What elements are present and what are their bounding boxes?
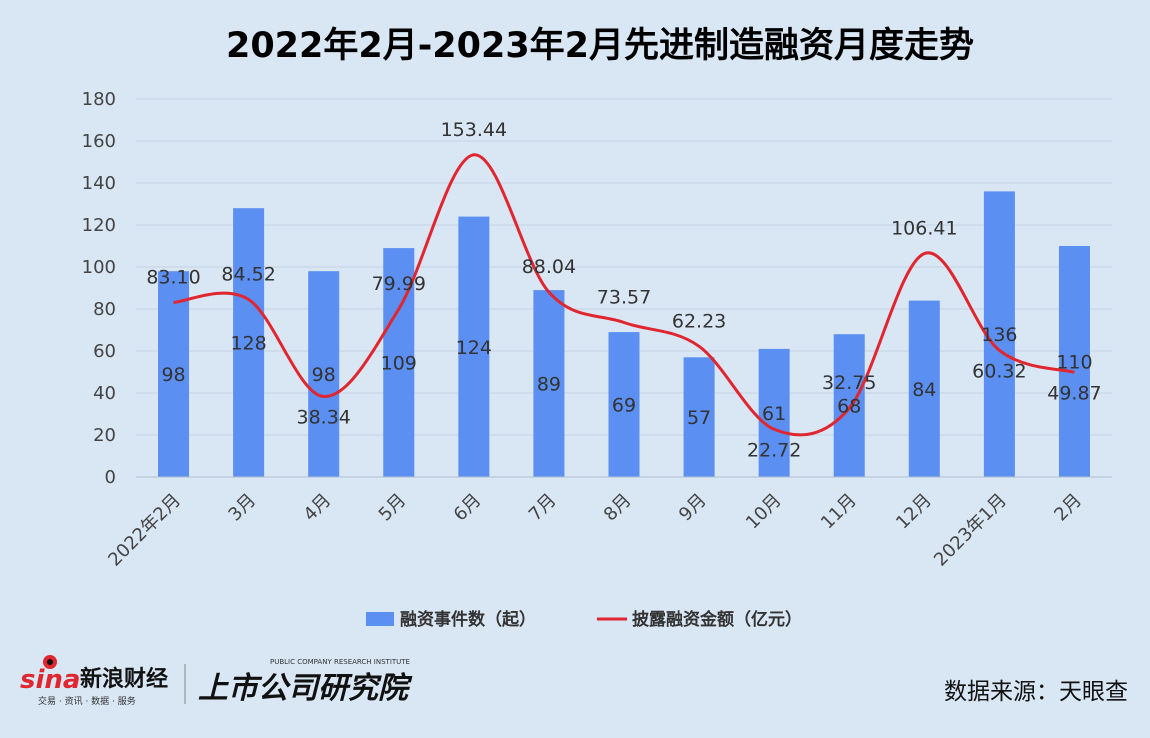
x-tick-label: 11月 bbox=[817, 490, 861, 534]
footer-logos: sina 新浪财经 交易 · 资讯 · 数据 · 服务 PUBLIC COMPA… bbox=[20, 655, 413, 707]
x-tick-label: 9月 bbox=[675, 490, 711, 526]
bar bbox=[308, 271, 340, 477]
line-data-label: 22.72 bbox=[747, 439, 801, 461]
x-tick-label: 7月 bbox=[525, 490, 561, 526]
line-data-label: 153.44 bbox=[441, 119, 507, 141]
bar bbox=[983, 191, 1015, 477]
bar bbox=[233, 208, 265, 477]
bar-data-label: 68 bbox=[837, 396, 861, 418]
y-tick-label: 100 bbox=[82, 257, 116, 278]
bar-data-label: 98 bbox=[161, 364, 185, 386]
bar-data-label: 89 bbox=[537, 374, 561, 396]
bar-series bbox=[158, 191, 1090, 477]
sina-eye-pupil bbox=[47, 659, 53, 665]
line-data-label: 73.57 bbox=[597, 287, 651, 309]
bar-data-label: 128 bbox=[230, 333, 266, 355]
bar bbox=[1058, 246, 1090, 477]
line-data-label: 106.41 bbox=[891, 218, 957, 240]
bar-data-label: 84 bbox=[912, 379, 936, 401]
y-tick-label: 60 bbox=[93, 341, 116, 362]
bar bbox=[833, 334, 865, 477]
legend-bar-label: 融资事件数（起） bbox=[400, 609, 536, 630]
line-series bbox=[173, 153, 1075, 437]
chart-title: 2022年2月-2023年2月先进制造融资月度走势 bbox=[226, 26, 974, 66]
line-data-label: 84.52 bbox=[221, 264, 275, 286]
line-data-label: 79.99 bbox=[372, 273, 426, 295]
sina-finance-name: 新浪财经 bbox=[80, 666, 168, 692]
bar bbox=[683, 357, 715, 477]
bar bbox=[533, 290, 565, 477]
bar-data-label: 109 bbox=[381, 353, 417, 375]
line-data-label: 60.32 bbox=[972, 360, 1026, 382]
x-tick-label: 3月 bbox=[224, 490, 260, 526]
line-path bbox=[173, 153, 1075, 437]
bar-data-labels: 98 128 98 109 124 89 69 57 61 68 84 136 110 bbox=[161, 324, 1092, 429]
line-data-label: 88.04 bbox=[522, 256, 576, 278]
line-data-label: 83.10 bbox=[146, 266, 200, 288]
data-source-label: 数据来源：天眼查 bbox=[944, 679, 1128, 705]
sina-finance-logo: sina 新浪财经 交易 · 资讯 · 数据 · 服务 bbox=[20, 655, 168, 707]
grid-lines bbox=[136, 98, 1112, 478]
legend: 融资事件数（起） 披露融资金额（亿元） bbox=[366, 609, 802, 630]
x-tick-label: 6月 bbox=[450, 490, 486, 526]
x-tick-label: 12月 bbox=[892, 490, 936, 534]
y-tick-label: 40 bbox=[93, 383, 116, 404]
x-tick-label: 2023年1月 bbox=[930, 490, 1011, 571]
bar-data-label: 110 bbox=[1056, 352, 1092, 374]
institute-english-name: PUBLIC COMPANY RESEARCH INSTITUTE bbox=[270, 658, 410, 666]
x-tick-label: 8月 bbox=[600, 490, 636, 526]
bar bbox=[458, 216, 490, 477]
bar bbox=[158, 271, 190, 477]
y-tick-label: 140 bbox=[82, 173, 116, 194]
x-tick-label: 2022年2月 bbox=[104, 490, 185, 571]
bar bbox=[758, 348, 790, 477]
x-tick-label: 2月 bbox=[1050, 490, 1086, 526]
y-tick-label: 20 bbox=[93, 425, 116, 446]
line-data-label: 32.75 bbox=[822, 372, 876, 394]
legend-line-label: 披露融资金额（亿元） bbox=[632, 609, 802, 630]
line-data-label: 62.23 bbox=[672, 310, 726, 332]
bar-data-label: 136 bbox=[981, 324, 1017, 346]
bar bbox=[608, 332, 640, 477]
line-data-label: 38.34 bbox=[296, 406, 350, 428]
institute-chinese-name: 上市公司研究院 bbox=[198, 671, 413, 706]
legend-bar-swatch bbox=[366, 612, 394, 626]
sina-wordmark: sina bbox=[20, 665, 80, 695]
institute-logo: PUBLIC COMPANY RESEARCH INSTITUTE 上市公司研究… bbox=[198, 658, 413, 706]
bar-data-label: 69 bbox=[612, 395, 636, 417]
y-tick-label: 160 bbox=[82, 131, 116, 152]
y-tick-label: 180 bbox=[82, 89, 116, 110]
y-tick-label: 0 bbox=[105, 467, 116, 488]
line-data-labels: 83.10 84.52 38.34 79.99 153.44 88.04 73.57 62.2… bbox=[146, 119, 1101, 462]
y-tick-label: 120 bbox=[82, 215, 116, 236]
bar-data-label: 124 bbox=[456, 337, 492, 359]
bar-data-label: 61 bbox=[762, 403, 786, 425]
y-axis: 0 20 40 60 80 100 120 140 160 180 bbox=[82, 89, 116, 488]
x-tick-label: 4月 bbox=[300, 490, 336, 526]
x-tick-label: 5月 bbox=[375, 490, 411, 526]
bar bbox=[908, 300, 940, 477]
sina-tagline: 交易 · 资讯 · 数据 · 服务 bbox=[38, 695, 136, 707]
x-tick-label: 10月 bbox=[742, 490, 786, 534]
line-data-label: 49.87 bbox=[1047, 382, 1101, 404]
bar-data-label: 57 bbox=[687, 407, 711, 429]
y-tick-label: 80 bbox=[93, 299, 116, 320]
bar-data-label: 98 bbox=[312, 364, 336, 386]
